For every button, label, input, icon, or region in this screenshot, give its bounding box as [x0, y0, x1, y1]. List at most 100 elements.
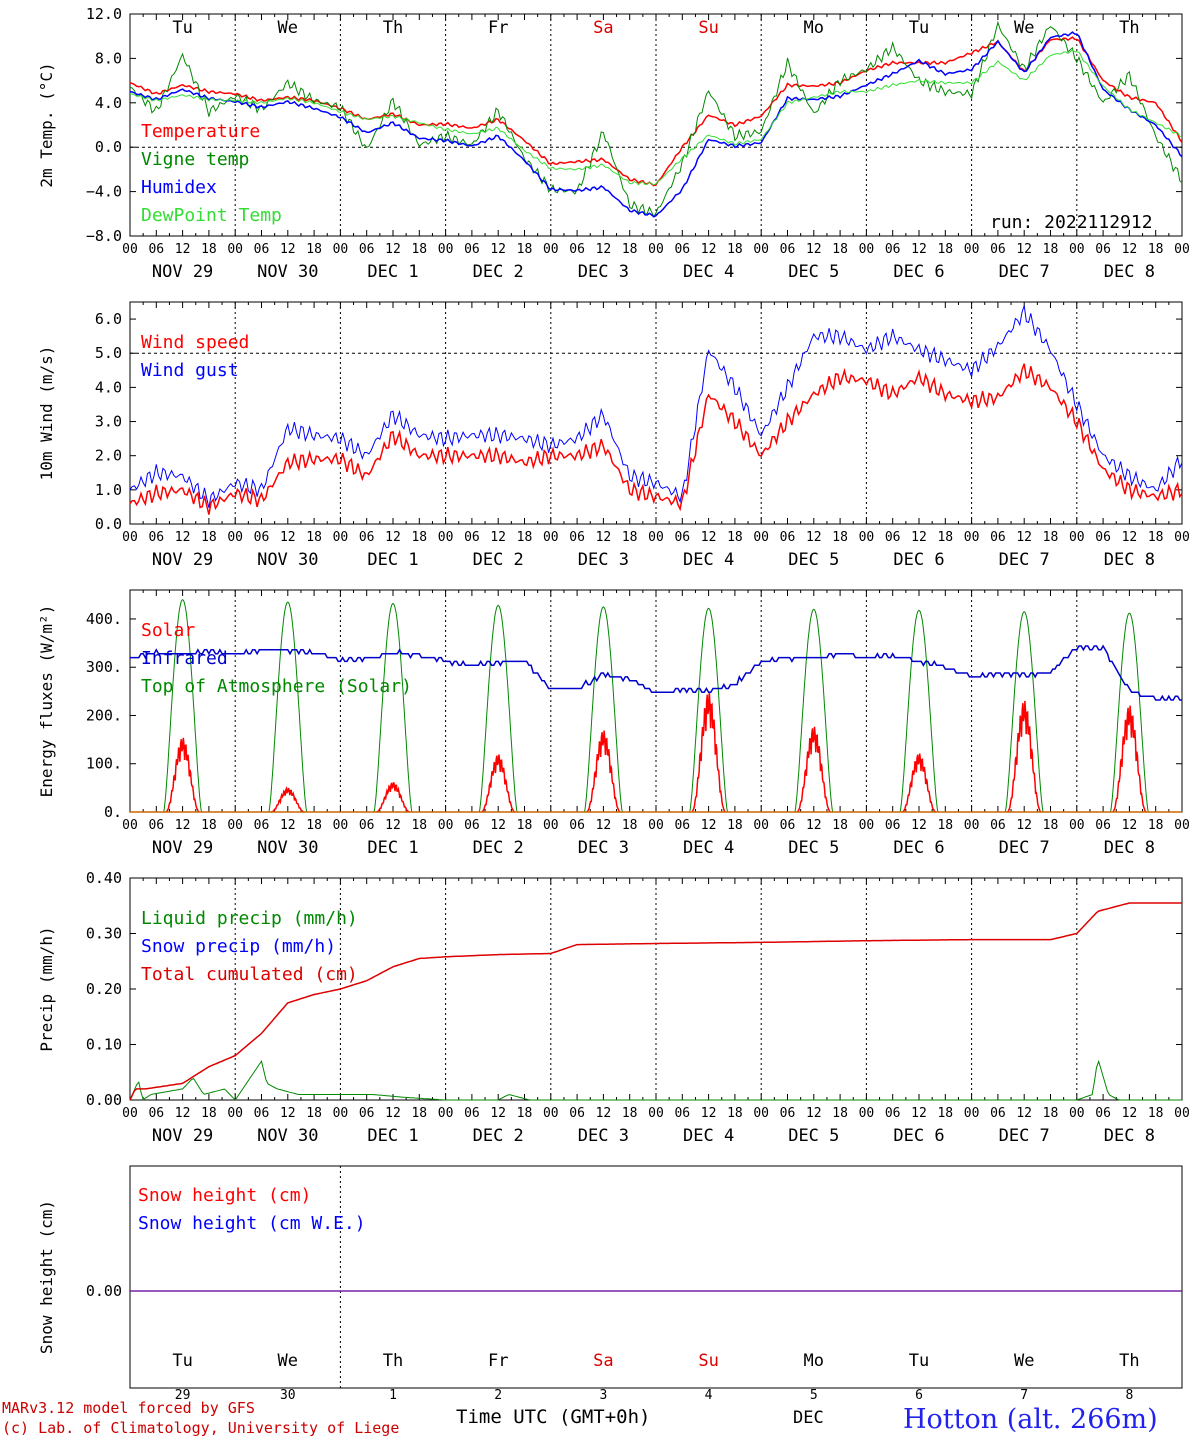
hour-label: 00: [753, 1106, 769, 1121]
hour-label: 18: [1148, 530, 1164, 545]
day-label: DEC 1: [367, 550, 418, 570]
hour-label: 12: [596, 1106, 612, 1121]
day-label: DEC 4: [683, 262, 734, 282]
day-label: DEC 5: [788, 262, 839, 282]
hour-label: 06: [885, 818, 901, 833]
hour-label: 06: [359, 818, 375, 833]
series-line: [129, 1059, 1182, 1101]
hour-label: 00: [227, 1106, 243, 1121]
hour-label: 00: [1069, 242, 1085, 257]
solar-curve: [796, 726, 831, 813]
day-label: NOV 30: [257, 1126, 318, 1146]
hour-label: 12: [806, 530, 822, 545]
weekday-label: Th: [1119, 1351, 1139, 1371]
hour-label: 12: [1122, 242, 1138, 257]
toa-solar-curve: [373, 602, 413, 813]
hour-label: 18: [411, 818, 427, 833]
hour-label: 00: [333, 530, 349, 545]
day-label: DEC 2: [473, 1126, 524, 1146]
hour-label: 18: [937, 818, 953, 833]
legend-entry: Solar: [141, 620, 195, 641]
hour-label: 18: [832, 242, 848, 257]
hour-label: 12: [1016, 530, 1032, 545]
day-label: NOV 29: [152, 1126, 213, 1146]
y-tick-label: 400.: [86, 610, 122, 628]
legend-entry: Humidex: [141, 177, 217, 198]
hour-label: 00: [543, 242, 559, 257]
hour-label: 00: [333, 818, 349, 833]
hour-label: 18: [517, 530, 533, 545]
y-tick-label: −4.0: [86, 183, 122, 201]
toa-solar-curve: [584, 606, 623, 813]
panel-frame: [129, 1165, 1183, 1389]
credit-line-1: MARv3.12 model forced by GFS: [2, 1399, 255, 1417]
day-label: NOV 29: [152, 550, 213, 570]
hour-label: 18: [1148, 818, 1164, 833]
hour-label: 12: [596, 242, 612, 257]
weekday-label: Sa: [593, 18, 613, 38]
hour-label: 06: [990, 530, 1006, 545]
hour-label: 12: [701, 530, 717, 545]
weekday-label: Th: [1119, 18, 1139, 38]
hour-label: 12: [280, 530, 296, 545]
hour-label: 00: [122, 1106, 138, 1121]
hour-label: 00: [1174, 242, 1190, 257]
hour-label: 12: [490, 818, 506, 833]
hour-label: 06: [885, 1106, 901, 1121]
hour-label: 06: [885, 530, 901, 545]
series-line: [130, 644, 1182, 701]
day-number: 30: [280, 1388, 296, 1403]
hour-label: 18: [201, 242, 217, 257]
solar-curve: [1112, 705, 1147, 813]
hour-label: 12: [911, 530, 927, 545]
hour-label: 12: [911, 242, 927, 257]
weekday-label: Su: [698, 1351, 718, 1371]
station-label: Hotton (alt. 266m): [903, 1404, 1158, 1435]
day-number: 2: [494, 1388, 502, 1403]
hour-label: 00: [543, 530, 559, 545]
hour-label: 06: [148, 1106, 164, 1121]
hour-label: 12: [911, 818, 927, 833]
hour-label: 18: [727, 818, 743, 833]
day-number: 6: [915, 1388, 923, 1403]
legend-entry: Snow height (cm): [138, 1185, 311, 1206]
hour-label: 06: [674, 818, 690, 833]
legend-entry: Snow height (cm W.E.): [138, 1213, 366, 1234]
toa-solar-curve: [478, 604, 518, 813]
hour-label: 18: [517, 242, 533, 257]
hour-label: 12: [596, 530, 612, 545]
hour-label: 12: [911, 1106, 927, 1121]
y-tick-label: 6.0: [95, 310, 122, 328]
hour-label: 18: [1043, 242, 1059, 257]
hour-label: 06: [254, 1106, 270, 1121]
weekday-label: We: [1014, 18, 1034, 38]
hour-label: 00: [753, 818, 769, 833]
weekday-label: Fr: [488, 1351, 508, 1371]
toa-solar-curve: [1110, 612, 1149, 813]
hour-label: 00: [1069, 818, 1085, 833]
day-label: DEC 7: [999, 1126, 1050, 1146]
solar-curve: [376, 782, 410, 813]
hour-label: 12: [280, 242, 296, 257]
hour-label: 06: [885, 242, 901, 257]
hour-label: 06: [1095, 242, 1111, 257]
hour-label: 18: [411, 242, 427, 257]
hour-label: 12: [701, 1106, 717, 1121]
y-tick-label: 200.: [86, 706, 122, 724]
hour-label: 12: [385, 818, 401, 833]
series-line: [129, 31, 1183, 218]
y-tick-label: 300.: [86, 658, 122, 676]
hour-label: 00: [122, 530, 138, 545]
day-label: NOV 29: [152, 838, 213, 858]
hour-label: 06: [780, 242, 796, 257]
weekday-label: Th: [383, 1351, 403, 1371]
hour-label: 18: [727, 242, 743, 257]
x-axis-title: Time UTC (GMT+0h): [456, 1406, 650, 1428]
day-number: 4: [705, 1388, 713, 1403]
series-line: [129, 305, 1183, 508]
day-number: 1: [389, 1388, 397, 1403]
hour-label: 18: [201, 530, 217, 545]
hour-label: 00: [1174, 530, 1190, 545]
y-tick-label: 1.0: [95, 481, 122, 499]
